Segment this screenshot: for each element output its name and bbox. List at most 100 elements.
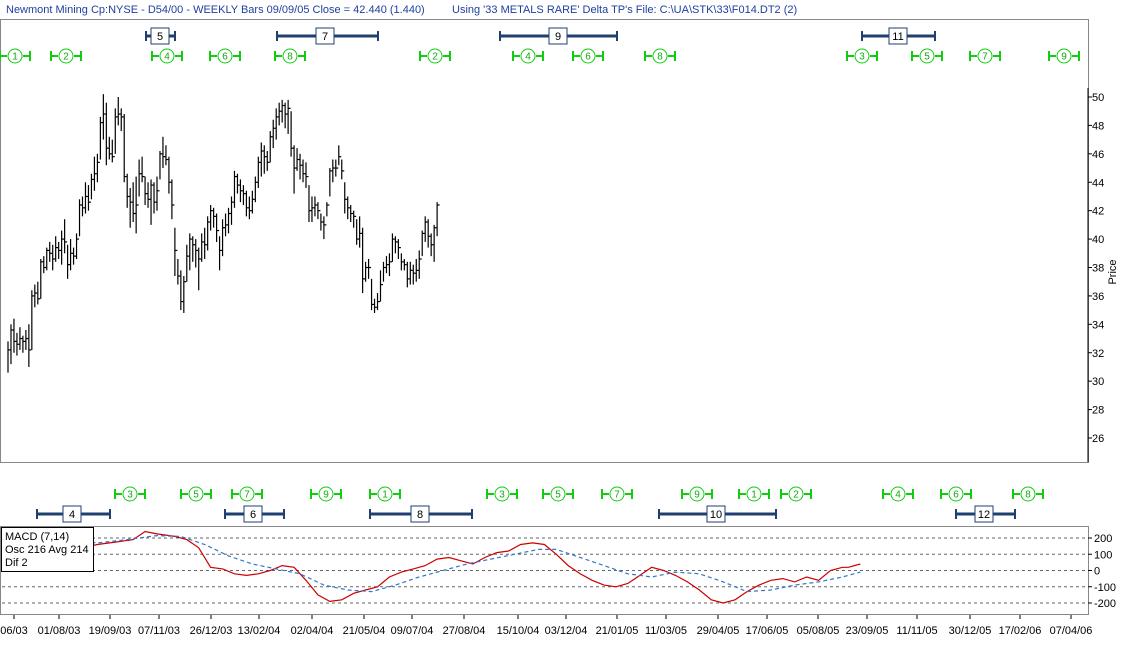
price-bar [263,145,267,174]
price-bar [254,176,258,203]
price-bar [266,150,270,171]
date-label: 09/07/04 [391,625,434,637]
cycle-label: 1 [751,490,757,501]
price-bar [216,213,220,242]
price-bar [400,253,404,271]
top-cycle-markers: 1 2 4 6 8 2 4 6 8 3 5 7 9 [0,48,1080,64]
price-bar [323,216,327,240]
date-label: 11/11/05 [896,625,937,637]
price-bar [287,99,291,134]
price-bar [403,258,407,271]
price-panel-frame [0,19,1089,463]
cycle-label: 8 [287,52,293,63]
price-tick-label: 38 [1092,263,1104,275]
range-marker: 4 [36,505,111,523]
price-bar [96,153,100,183]
cycle-marker: 8 [1012,486,1044,502]
top-range-markers: 5 7 9 11 [145,27,936,45]
date-label: 02/04/04 [291,625,334,637]
price-bar [311,196,315,223]
price-bar [10,324,14,365]
price-bar [409,261,413,285]
date-label: 30/12/05 [949,625,992,637]
date-label: 07/04/06 [1050,625,1093,637]
price-bar [55,236,59,262]
cycle-label: 2 [432,52,438,63]
price-axis-label: Price [1107,259,1119,284]
price-bar [31,290,35,350]
header-left: Newmont Mining Cp:NYSE - D54/00 - WEEKLY… [6,4,425,16]
price-bar [168,156,172,194]
cycle-marker: 6 [209,48,241,64]
price-bar [382,261,386,282]
price-bar [81,196,85,217]
bottom-range-markers: 4 6 8 10 12 [36,505,1016,523]
price-tick-label: 36 [1092,291,1104,303]
cycle-marker: 2 [419,48,451,64]
price-tick-label: 32 [1092,348,1104,360]
price-bar [385,256,389,274]
price-bar [367,258,372,279]
price-bar [105,102,109,166]
price-bar [332,159,336,183]
cycle-label: 9 [1061,52,1067,63]
range-label: 7 [322,31,328,43]
price-bar [13,318,17,353]
price-bar [213,207,217,228]
price-bar [391,233,395,262]
cycle-label: 3 [859,52,865,63]
price-bar [373,298,378,313]
macd-line [7,530,861,604]
date-label: 19/09/03 [89,625,132,637]
price-bar [308,185,312,223]
cycle-label: 4 [895,490,901,501]
price-tick-label: 50 [1092,92,1104,104]
legend-line-1: MACD (7,14) [5,531,69,543]
price-bar [326,202,330,217]
price-bar [52,244,56,271]
date-label: 13/02/04 [238,625,281,637]
price-tick-label: 28 [1092,405,1104,417]
price-bar [376,293,381,311]
cycle-marker: 8 [644,48,676,64]
cycle-marker: 9 [1048,48,1080,64]
cycle-label: 7 [982,52,988,63]
price-bar [299,153,303,180]
price-bar [359,216,363,248]
price-tick-label: 46 [1092,149,1104,161]
price-bar [329,168,333,197]
price-bar [293,145,297,194]
cycle-label: 7 [614,490,620,501]
cycle-marker: 7 [601,486,633,502]
price-bar [302,159,306,183]
price-bar [153,182,157,214]
cycle-label: 1 [12,52,18,63]
price-bar [34,284,38,308]
cycle-label: 9 [323,490,329,501]
price-bar [227,207,232,234]
price-bar [394,236,398,254]
price-bar [138,159,142,197]
macd-tick-label: 0 [1094,566,1100,578]
cycle-marker: 1 [738,486,770,502]
date-label: 21/01/05 [596,625,639,637]
cycle-marker: 6 [572,48,604,64]
price-bar [430,233,434,257]
price-bar [58,241,62,259]
price-tick-label: 30 [1092,376,1104,388]
price-bar [320,213,324,231]
cycle-marker: 3 [846,48,878,64]
price-bar [156,176,160,211]
macd-signal-line [7,532,861,593]
cycle-marker: 8 [274,48,306,64]
price-bar [347,196,351,220]
price-bar [248,196,252,220]
price-bar [40,258,44,299]
price-bar [242,185,246,205]
price-bar [338,145,342,166]
cycle-marker: 4 [882,486,914,502]
macd-tick-label: -200 [1094,598,1116,610]
price-bar [388,253,392,277]
price-bar [260,142,264,177]
